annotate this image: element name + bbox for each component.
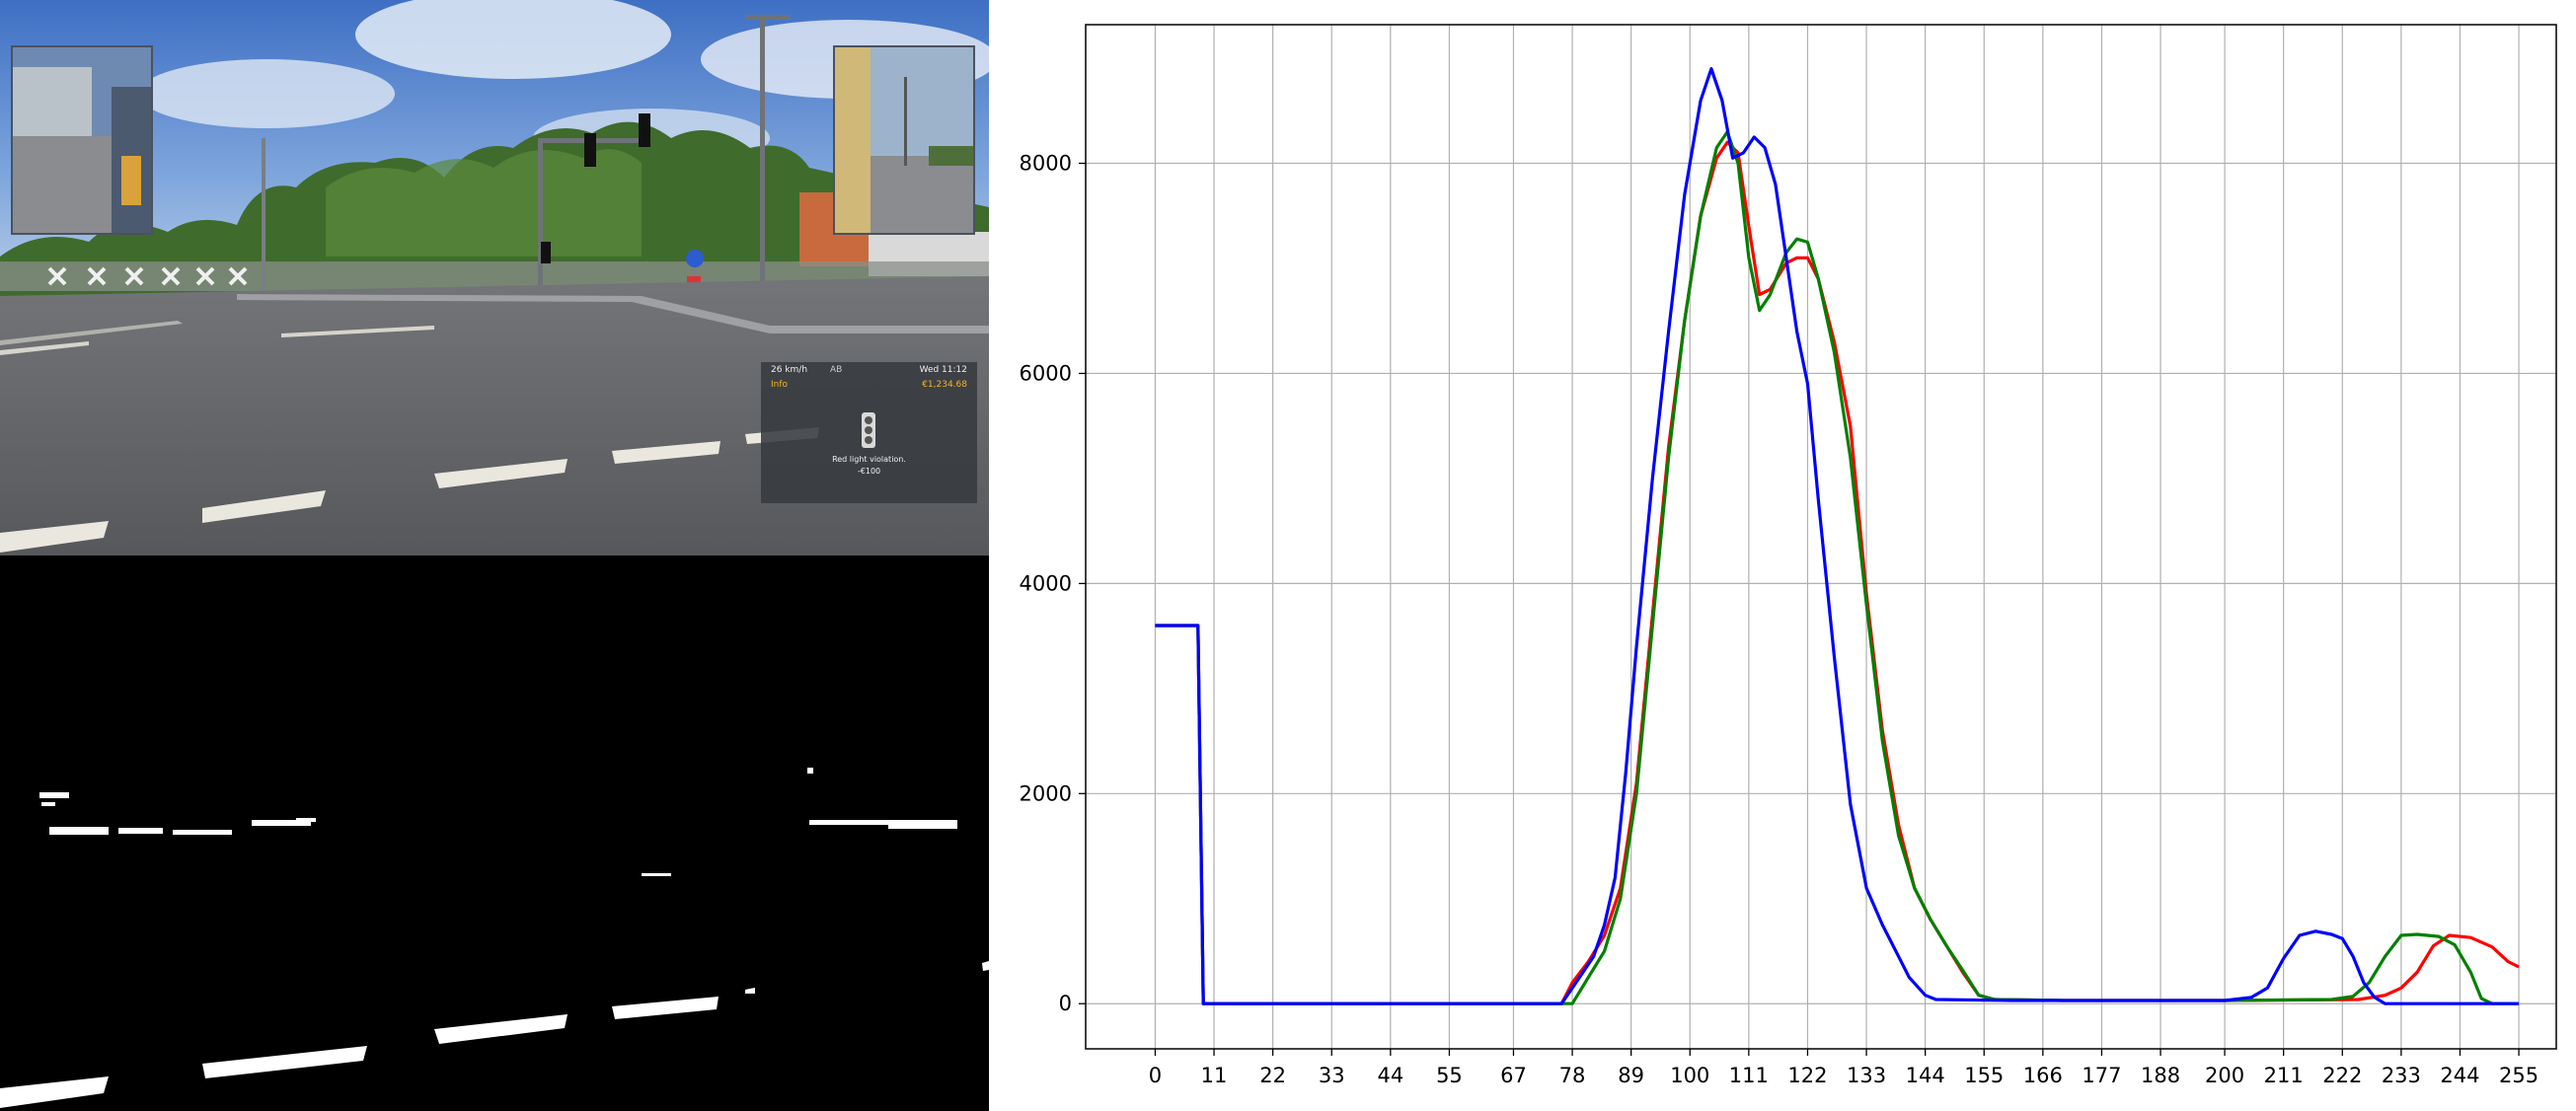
x-tick-label: 200 bbox=[2205, 1064, 2244, 1087]
street-lamp bbox=[262, 138, 265, 296]
left-mirror-view bbox=[13, 47, 151, 233]
traffic-light bbox=[541, 242, 551, 263]
series bbox=[1155, 67, 2520, 1005]
lane-line bbox=[0, 341, 89, 355]
x-tick-label: 255 bbox=[2499, 1064, 2538, 1087]
x-tick-label: 100 bbox=[1670, 1064, 1709, 1087]
grid bbox=[1086, 25, 2556, 1049]
crosswalk-marks bbox=[47, 266, 248, 286]
street-lamp-arm bbox=[745, 15, 790, 20]
lane-dash bbox=[612, 441, 720, 464]
mask-edge bbox=[982, 961, 989, 971]
y-tick-label: 2000 bbox=[1020, 781, 1072, 805]
game-scene bbox=[0, 0, 989, 556]
traffic-light-pole bbox=[538, 138, 543, 306]
cloud bbox=[138, 59, 395, 128]
left-mirror bbox=[11, 45, 153, 235]
x-tick-label: 11 bbox=[1201, 1064, 1228, 1087]
traffic-light-icon bbox=[862, 412, 875, 448]
money-readout: €1,234.68 bbox=[922, 380, 967, 390]
status-icons: AB bbox=[830, 365, 843, 375]
x-tick-label: 78 bbox=[1559, 1064, 1586, 1087]
blue-sign bbox=[686, 250, 704, 267]
hud-panel: 26 km/h AB Wed 11:12 Info €1,234.68 Red … bbox=[761, 362, 977, 503]
x-tick-label: 55 bbox=[1436, 1064, 1463, 1087]
plot-frame bbox=[1085, 24, 2557, 1050]
x-tick-label: 244 bbox=[2440, 1064, 2479, 1087]
lane-dash bbox=[434, 459, 568, 488]
x-tick-label: 122 bbox=[1787, 1064, 1827, 1087]
x-tick-label: 166 bbox=[2023, 1064, 2063, 1087]
street-lamp bbox=[760, 15, 765, 316]
cloud bbox=[355, 0, 671, 79]
mask-lane-dash bbox=[434, 1014, 568, 1044]
speed-readout: 26 km/h bbox=[771, 365, 808, 375]
x-tick-label: 111 bbox=[1729, 1064, 1769, 1087]
road bbox=[0, 276, 989, 556]
x-tick-label: 155 bbox=[1964, 1064, 2004, 1087]
y-tick-label: 4000 bbox=[1020, 571, 1072, 595]
traffic-light bbox=[584, 133, 596, 167]
x-tick-label: 177 bbox=[2082, 1064, 2121, 1087]
fine-amount: -€100 bbox=[857, 467, 881, 476]
x-tick-label: 67 bbox=[1500, 1064, 1527, 1087]
green-channel-line bbox=[1155, 130, 2520, 1005]
x-tick-label: 211 bbox=[2264, 1064, 2304, 1087]
lane-line bbox=[0, 321, 183, 345]
blue-channel-line bbox=[1155, 67, 2520, 1005]
traffic-light bbox=[639, 113, 650, 147]
y-tick-label: 6000 bbox=[1020, 361, 1072, 385]
info-label: Info bbox=[771, 380, 789, 390]
x-tick-label: 44 bbox=[1377, 1064, 1403, 1087]
lane-dash bbox=[202, 490, 326, 523]
threshold-mask bbox=[0, 768, 989, 1108]
lane-line bbox=[281, 326, 434, 337]
violation-message: Red light violation. bbox=[832, 455, 906, 464]
x-tick-label: 144 bbox=[1906, 1064, 1945, 1087]
threshold-mask-view bbox=[0, 556, 989, 1111]
x-tick-label: 188 bbox=[2141, 1064, 2180, 1087]
game-view: 26 km/h AB Wed 11:12 Info €1,234.68 Red … bbox=[0, 0, 989, 556]
y-tick-label: 0 bbox=[1059, 992, 1072, 1015]
day-time: Wed 11:12 bbox=[919, 365, 967, 375]
mask-lane-dash bbox=[0, 1076, 109, 1108]
lane-dash bbox=[0, 521, 109, 553]
x-tick-label: 0 bbox=[1149, 1064, 1162, 1087]
x-tick-label: 233 bbox=[2382, 1064, 2421, 1087]
x-tick-label: 89 bbox=[1618, 1064, 1644, 1087]
right-mirror bbox=[833, 45, 975, 235]
mask-lane-dash bbox=[612, 997, 719, 1019]
curb bbox=[237, 294, 989, 333]
x-tick-label: 33 bbox=[1319, 1064, 1345, 1087]
right-mirror-view bbox=[835, 47, 973, 233]
red-channel-line bbox=[1155, 140, 2520, 1005]
y-tick-label: 8000 bbox=[1020, 152, 1072, 176]
tree-highlight bbox=[326, 149, 642, 257]
histogram-plot: 0 11 22 33 44 55 67 78 89 100 111 122 133 144 155 166 17… bbox=[1020, 24, 2557, 1087]
ticks: 0 11 22 33 44 55 67 78 89 100 111 122 133 144 155 166 17… bbox=[1020, 152, 2539, 1087]
x-tick-label: 133 bbox=[1847, 1064, 1886, 1087]
mask-noise bbox=[39, 768, 957, 994]
x-tick-label: 22 bbox=[1259, 1064, 1286, 1087]
x-tick-label: 222 bbox=[2322, 1064, 2362, 1087]
mask-lane-dash bbox=[202, 1046, 367, 1078]
histogram-chart: 0 11 22 33 44 55 67 78 89 100 111 122 133 144 155 166 17… bbox=[989, 0, 2576, 1111]
